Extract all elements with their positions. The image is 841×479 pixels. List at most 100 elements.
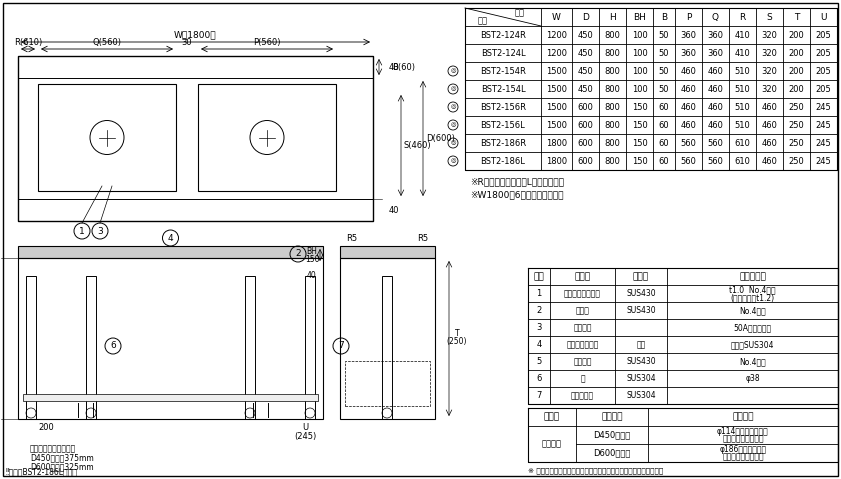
Text: φ114小キングドレン: φ114小キングドレン [717,426,769,435]
Text: 460: 460 [680,103,696,112]
Text: 化粧板: 化粧板 [575,306,590,315]
Text: 100: 100 [632,67,648,76]
Text: 2: 2 [537,306,542,315]
Text: 800: 800 [605,67,621,76]
Text: 6: 6 [537,374,542,383]
Text: 245: 245 [816,121,832,129]
Text: 200: 200 [789,84,804,93]
Text: 450: 450 [578,48,594,57]
Text: 脚: 脚 [580,374,584,383]
Text: 40: 40 [307,272,317,281]
Text: 510: 510 [735,84,750,93]
Text: ◎: ◎ [450,140,456,146]
Text: 460: 460 [762,138,777,148]
Bar [345,361,430,406]
Bar [245,276,255,419]
Text: 3: 3 [97,227,103,236]
Text: 410: 410 [735,31,750,39]
Text: 510: 510 [735,103,750,112]
Text: 460: 460 [680,84,696,93]
Text: 備　　号: 備 号 [733,412,754,422]
Text: 510: 510 [735,121,750,129]
Text: ◎: ◎ [450,68,456,73]
Bar [18,199,373,221]
Text: BST2-124R: BST2-124R [480,31,526,39]
Text: 205: 205 [816,84,832,93]
Text: 200: 200 [789,48,804,57]
Text: 250: 250 [789,138,804,148]
Text: 50: 50 [659,84,669,93]
Text: S: S [767,12,772,22]
Bar [18,258,323,419]
Text: 320: 320 [762,48,777,57]
Text: 材　質: 材 質 [633,272,649,281]
Text: 150: 150 [632,103,648,112]
Bar [18,56,373,78]
Text: 1800: 1800 [546,138,567,148]
Text: 245: 245 [816,157,832,166]
Text: 800: 800 [605,121,621,129]
Text: 460: 460 [762,157,777,166]
Text: 7: 7 [338,342,344,351]
Text: ◎: ◎ [450,159,456,163]
Text: BST2-154R: BST2-154R [480,67,526,76]
Text: 150: 150 [632,121,648,129]
Text: 150: 150 [304,254,320,263]
Text: 560: 560 [680,138,696,148]
Text: 450: 450 [578,31,594,39]
Text: 250: 250 [789,103,804,112]
Text: 450: 450 [578,67,594,76]
Text: 4: 4 [537,340,542,349]
Text: 30: 30 [182,37,193,46]
Text: SUS430: SUS430 [627,289,656,298]
Text: トップ（シンク）: トップ（シンク） [564,289,601,298]
Text: Q: Q [712,12,719,22]
Text: 50: 50 [659,48,669,57]
Text: ※W1800は6本脚となります。: ※W1800は6本脚となります。 [470,191,563,199]
Text: 610: 610 [734,157,750,166]
Text: R(610): R(610) [13,37,42,46]
Text: 360: 360 [680,31,696,39]
Text: 450: 450 [578,84,594,93]
Text: 50: 50 [659,67,669,76]
Text: 460: 460 [707,84,723,93]
Text: ◎: ◎ [450,104,456,110]
Text: BST2-124L: BST2-124L [481,48,526,57]
Text: 排水金舗: 排水金舗 [574,323,592,332]
Text: No.4仕上: No.4仕上 [739,306,766,315]
Text: 245: 245 [816,103,832,112]
Text: (成型型式はt1.2): (成型型式はt1.2) [731,293,775,302]
Text: 適用機種: 適用機種 [601,412,622,422]
Text: 460: 460 [680,67,696,76]
Text: t1.0  No.4仕上: t1.0 No.4仕上 [729,285,775,294]
Text: 250: 250 [789,121,804,129]
Text: 5: 5 [537,357,542,366]
Text: ※ 改造の為、仕様及び外観を予告なしに変更することがあります。: ※ 改造の為、仕様及び外観を予告なしに変更することがあります。 [528,468,664,474]
Text: 型式: 型式 [478,16,488,25]
Bar [18,56,373,221]
Text: 60: 60 [659,103,669,112]
Text: (245): (245) [294,432,316,441]
Text: 品　名: 品 名 [544,412,560,422]
Text: 560: 560 [707,138,723,148]
Text: 200: 200 [38,423,54,433]
Text: ※Rは台部分が右側、Lは左側です。: ※Rは台部分が右側、Lは左側です。 [470,178,564,186]
Text: 部番: 部番 [534,272,544,281]
Text: 800: 800 [605,138,621,148]
Text: SUS304: SUS304 [627,391,656,400]
Text: 150: 150 [632,138,648,148]
Text: 800: 800 [605,157,621,166]
Text: S(460): S(460) [404,141,431,150]
Text: 100: 100 [632,48,648,57]
Text: 1200: 1200 [546,31,567,39]
Text: T: T [455,329,459,338]
Text: アジャスト: アジャスト [571,391,594,400]
Text: 60: 60 [659,157,669,166]
Text: 塩ビ: 塩ビ [637,340,646,349]
Text: 40: 40 [389,62,399,71]
Text: 320: 320 [762,31,777,39]
Text: 560: 560 [707,157,723,166]
Text: スノコ板: スノコ板 [574,357,592,366]
Text: 200: 200 [789,67,804,76]
Text: P: P [685,12,691,22]
